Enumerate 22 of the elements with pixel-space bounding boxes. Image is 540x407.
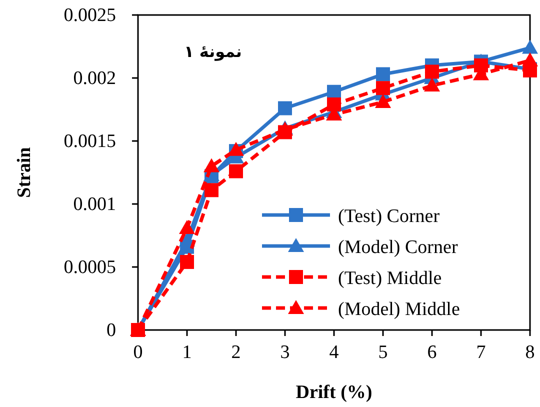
y-tick-label: 0.0005 <box>64 257 116 278</box>
x-tick-label: 1 <box>182 342 192 363</box>
x-tick-label: 5 <box>378 342 388 363</box>
x-tick-label: 0 <box>133 342 143 363</box>
x-tick-label: 2 <box>231 342 241 363</box>
annotation: نمونهٔ ۱ <box>184 42 242 61</box>
y-tick-label: 0.0025 <box>64 5 116 26</box>
legend-label: (Test) Middle <box>338 268 442 289</box>
x-tick-label: 3 <box>280 342 290 363</box>
x-tick-label: 7 <box>476 342 486 363</box>
x-tick-label: 4 <box>329 342 340 363</box>
legend-label: (Test) Corner <box>338 206 440 227</box>
y-tick-label: 0 <box>106 320 116 341</box>
y-tick-label: 0.002 <box>73 68 116 89</box>
y-axis-title: Strain <box>14 146 35 198</box>
y-tick-label: 0.001 <box>73 194 116 215</box>
legend-label: (Model) Middle <box>338 299 460 320</box>
x-tick-label: 8 <box>525 342 535 363</box>
x-tick-label: 6 <box>427 342 437 363</box>
y-tick-label: 0.0015 <box>64 131 116 152</box>
legend-label: (Model) Corner <box>338 237 458 258</box>
x-axis-title: Drift (%) <box>296 382 372 403</box>
